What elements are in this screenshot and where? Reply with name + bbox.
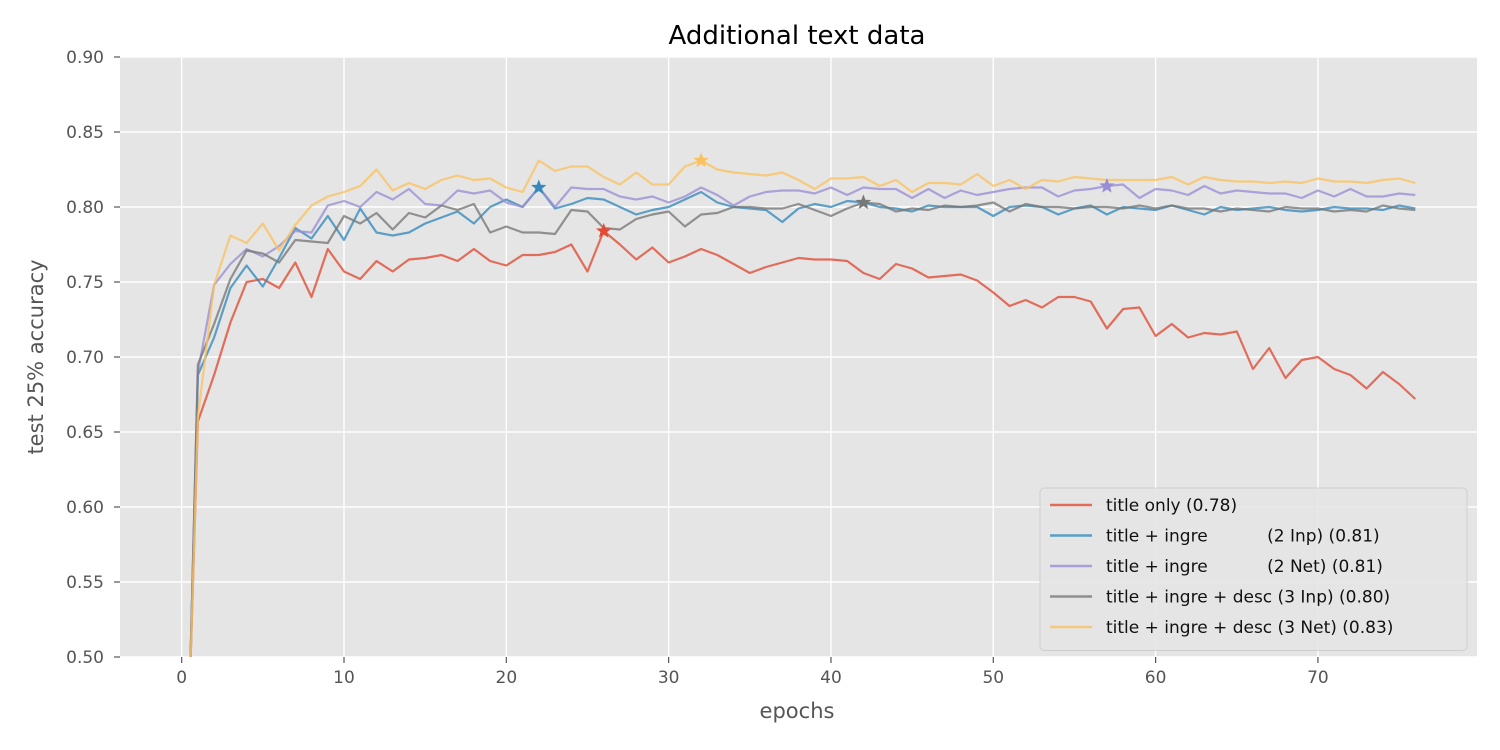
- legend-entry: title + ingre + desc (3 Net) (0.83): [1106, 618, 1393, 638]
- legend: title only (0.78) title + ingre (2 Inp) (…: [1039, 487, 1468, 651]
- x-tick-label: 20: [496, 668, 518, 688]
- x-tick-label: 70: [1307, 668, 1329, 688]
- y-tick-label: 0.50: [66, 648, 104, 668]
- best-star-marker-5: [693, 152, 709, 168]
- series-line-1: [189, 229, 1417, 657]
- best-star-marker-3: [1099, 177, 1115, 193]
- series-lines: [189, 159, 1417, 657]
- chart-title: Additional text data: [669, 21, 926, 51]
- best-markers: [531, 152, 1115, 238]
- x-tick-label: 60: [1145, 668, 1167, 688]
- y-tick-label: 0.65: [66, 423, 104, 443]
- y-tick-label: 0.70: [66, 348, 104, 368]
- series-line-2: [189, 186, 1416, 657]
- x-axis-label: epochs: [760, 699, 835, 723]
- x-tick-label: 0: [176, 668, 187, 688]
- best-star-marker-2: [531, 179, 547, 195]
- legend-entry: title only (0.78): [1106, 496, 1237, 516]
- legend-entry: title + ingre + desc (3 Inp) (0.80): [1106, 588, 1390, 608]
- y-axis-ticks: 0.50 0.55 0.60 0.65 0.70 0.75 0.80 0.85 0.90: [66, 48, 120, 668]
- series-line-5: [189, 159, 1416, 657]
- x-tick-label: 40: [820, 668, 842, 688]
- series-line-3: [189, 183, 1416, 657]
- legend-box: [1039, 487, 1468, 651]
- y-tick-label: 0.85: [66, 123, 104, 143]
- x-tick-label: 30: [658, 668, 680, 688]
- x-tick-label: 10: [333, 668, 355, 688]
- y-axis-label: test 25% accuracy: [24, 259, 48, 454]
- series-line-4: [189, 201, 1416, 657]
- y-tick-label: 0.60: [66, 498, 104, 518]
- best-star-marker-4: [855, 194, 872, 210]
- y-tick-label: 0.80: [66, 198, 104, 218]
- x-tick-label: 50: [982, 668, 1004, 688]
- x-axis-ticks: 0 10 20 30 40 50 60 70: [176, 657, 1329, 688]
- best-star-marker-1: [596, 222, 612, 238]
- y-tick-label: 0.75: [66, 273, 104, 293]
- legend-entry: title + ingre (2 Net) (0.81): [1106, 557, 1383, 577]
- legend-entry: title + ingre (2 Inp) (0.81): [1106, 527, 1380, 547]
- y-tick-label: 0.55: [66, 573, 104, 593]
- y-tick-label: 0.90: [66, 48, 104, 68]
